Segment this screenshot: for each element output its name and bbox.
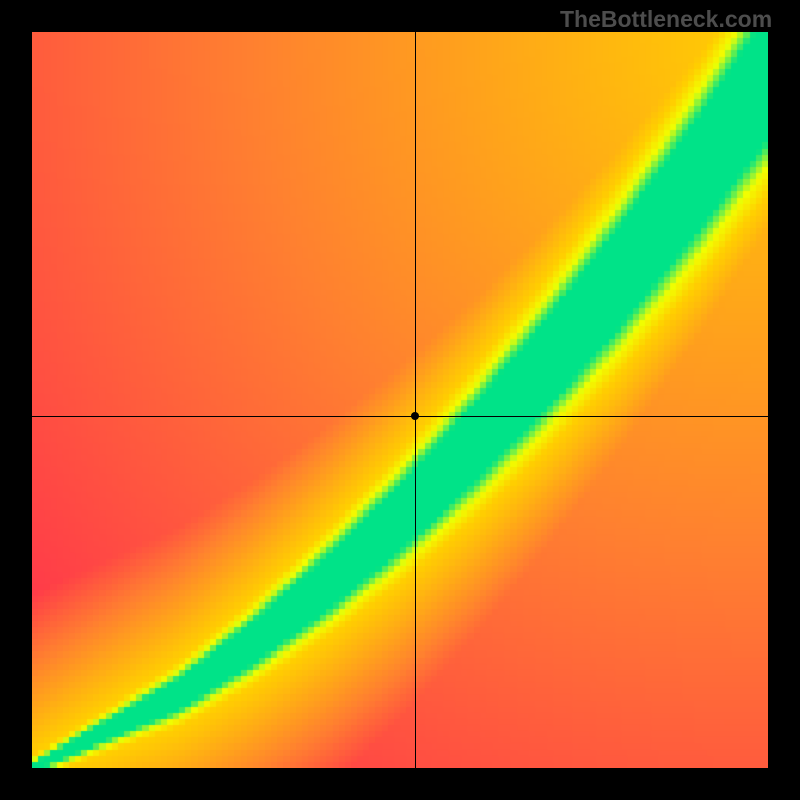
- watermark-text: TheBottleneck.com: [560, 6, 772, 33]
- crosshair-horizontal: [32, 416, 768, 417]
- heatmap-canvas: [32, 32, 768, 768]
- heatmap-plot: [32, 32, 768, 768]
- crosshair-marker: [411, 412, 419, 420]
- crosshair-vertical: [415, 32, 416, 768]
